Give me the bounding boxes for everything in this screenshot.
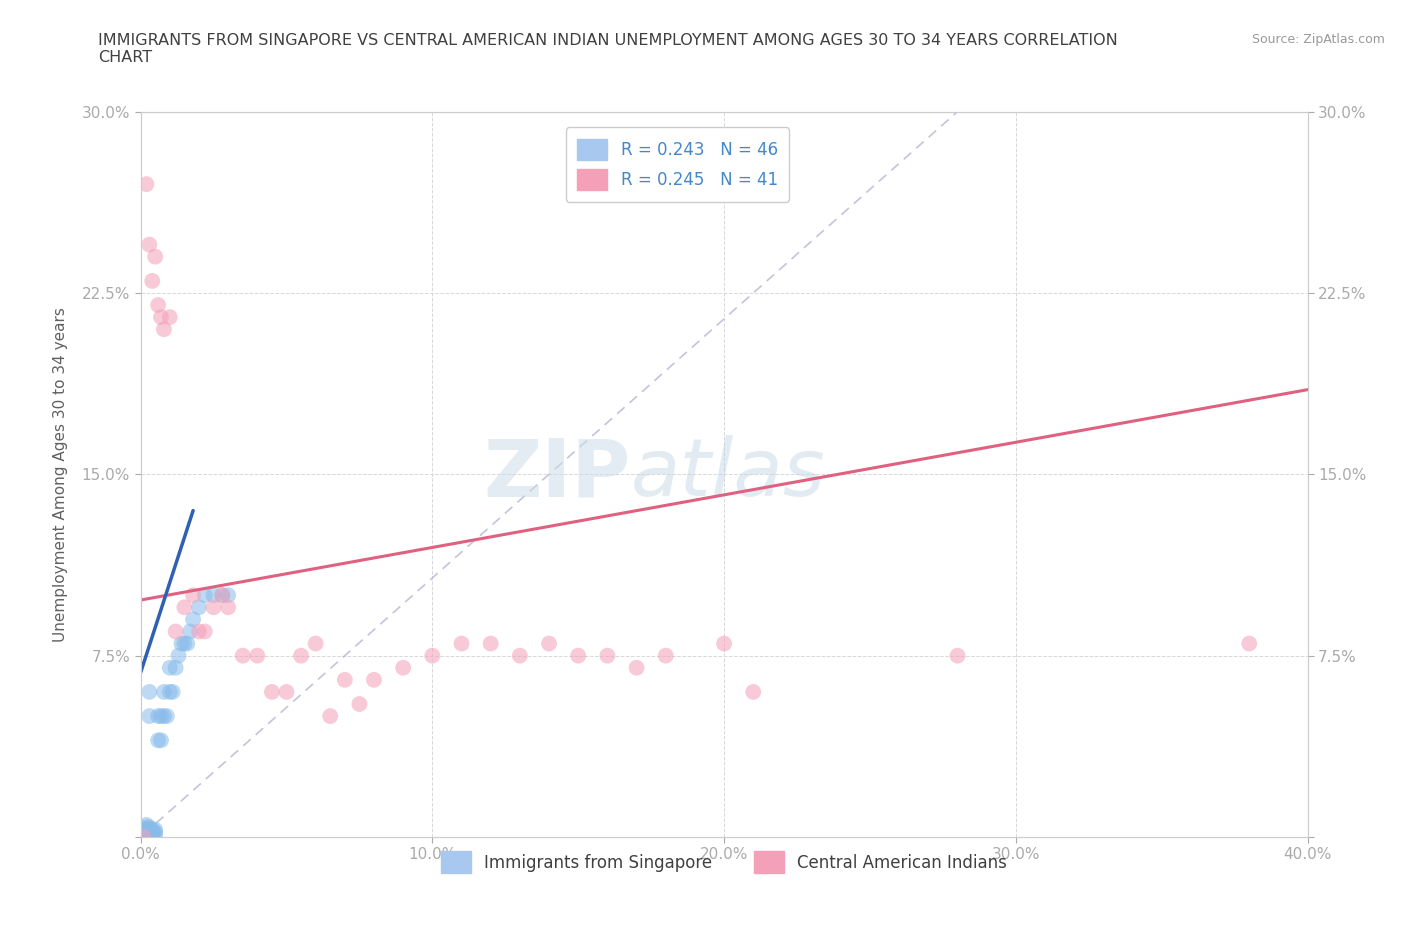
Point (188, 600, 211, 615)
Point (165, 660, 187, 675)
Point (742, 684, 765, 699)
Point (173, 600, 195, 615)
Point (135, 817, 157, 832)
Point (596, 648, 619, 663)
Point (141, 825, 163, 840)
Point (159, 684, 181, 699)
Point (150, 709, 173, 724)
Y-axis label: Unemployment Among Ages 30 to 34 years: Unemployment Among Ages 30 to 34 years (53, 307, 67, 642)
Point (138, 684, 160, 699)
Point (232, 648, 254, 663)
Point (217, 600, 239, 615)
Point (132, 822, 155, 837)
Point (141, 273, 163, 288)
Point (132, 830, 155, 844)
Point (946, 648, 969, 663)
Point (179, 624, 201, 639)
Point (135, 177, 157, 192)
Point (135, 827, 157, 842)
Point (138, 830, 160, 844)
Point (422, 648, 444, 663)
Point (538, 636, 561, 651)
Point (159, 310, 181, 325)
Point (319, 709, 342, 724)
Point (167, 648, 190, 663)
Text: atlas: atlas (631, 435, 825, 513)
Point (143, 827, 166, 842)
Point (333, 672, 356, 687)
Point (159, 660, 181, 675)
Point (150, 733, 173, 748)
Point (194, 624, 217, 639)
Point (290, 648, 312, 663)
Point (173, 636, 195, 651)
Point (276, 684, 298, 699)
Point (509, 648, 531, 663)
Point (156, 709, 179, 724)
Point (181, 588, 204, 603)
Legend: Immigrants from Singapore, Central American Indians: Immigrants from Singapore, Central Ameri… (434, 844, 1014, 880)
Point (132, 825, 155, 840)
Point (170, 636, 193, 651)
Text: Source: ZipAtlas.com: Source: ZipAtlas.com (1251, 33, 1385, 46)
Point (138, 237, 160, 252)
Point (135, 825, 157, 840)
Point (349, 697, 371, 711)
Point (146, 298, 169, 312)
Point (143, 825, 166, 840)
Point (188, 624, 211, 639)
Point (135, 822, 157, 837)
Point (153, 709, 176, 724)
Point (655, 648, 678, 663)
Point (138, 825, 160, 840)
Point (153, 684, 176, 699)
Text: IMMIGRANTS FROM SINGAPORE VS CENTRAL AMERICAN INDIAN UNEMPLOYMENT AMONG AGES 30 : IMMIGRANTS FROM SINGAPORE VS CENTRAL AME… (98, 33, 1118, 65)
Point (141, 830, 163, 844)
Point (141, 827, 163, 842)
Point (143, 249, 166, 264)
Point (138, 822, 160, 837)
Point (132, 830, 155, 844)
Point (135, 820, 157, 835)
Point (194, 588, 217, 603)
Point (567, 648, 589, 663)
Point (626, 660, 648, 675)
Point (363, 672, 385, 687)
Point (1239, 636, 1261, 651)
Point (162, 684, 184, 699)
Point (141, 822, 163, 837)
Point (138, 827, 160, 842)
Point (305, 636, 328, 651)
Point (138, 709, 160, 724)
Point (176, 636, 198, 651)
Point (211, 588, 233, 603)
Point (181, 612, 204, 627)
Point (150, 310, 173, 325)
Point (479, 636, 502, 651)
Point (138, 820, 160, 835)
Point (202, 588, 225, 603)
Point (211, 588, 233, 603)
Point (143, 822, 166, 837)
Point (132, 827, 155, 842)
Point (165, 624, 187, 639)
Point (246, 648, 269, 663)
Point (450, 636, 472, 651)
Point (146, 709, 169, 724)
Point (153, 322, 176, 337)
Point (392, 660, 415, 675)
Point (135, 830, 157, 844)
Point (713, 636, 735, 651)
Point (260, 684, 283, 699)
Text: ZIP: ZIP (484, 435, 631, 513)
Point (217, 588, 239, 603)
Point (146, 733, 169, 748)
Point (202, 600, 225, 615)
